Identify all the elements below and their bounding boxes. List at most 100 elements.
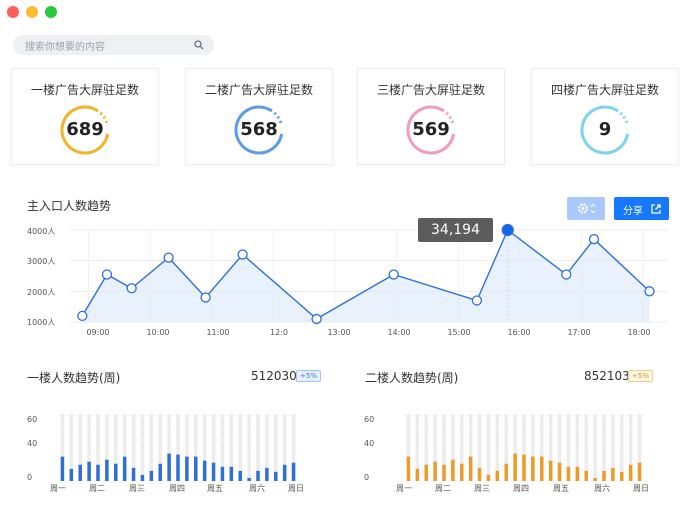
bar[interactable]: [122, 456, 127, 481]
bar-background: [194, 414, 198, 481]
stat-card-floor-4: 四楼广告大屏驻足数 9: [531, 68, 679, 165]
bar[interactable]: [185, 456, 189, 481]
bar[interactable]: [557, 462, 562, 481]
bar[interactable]: [566, 466, 571, 481]
bar[interactable]: [202, 460, 207, 481]
window-minimize-button[interactable]: [26, 6, 38, 18]
bar[interactable]: [504, 463, 508, 481]
bar[interactable]: [105, 459, 109, 481]
data-point[interactable]: [126, 283, 137, 294]
bar[interactable]: [96, 464, 100, 481]
bar[interactable]: [540, 456, 544, 481]
bar[interactable]: [87, 461, 91, 481]
gear-icon: [577, 203, 596, 214]
bar-background: [60, 414, 65, 481]
bar-background: [557, 414, 562, 481]
bar[interactable]: [265, 467, 269, 481]
data-point[interactable]: [311, 313, 322, 325]
y-tick-label: 3000人: [27, 257, 56, 266]
bar[interactable]: [247, 477, 251, 481]
bar[interactable]: [433, 461, 437, 481]
bar[interactable]: [548, 460, 553, 481]
y-tick-label: 60: [364, 415, 375, 424]
bar-background: [424, 414, 428, 481]
bar[interactable]: [513, 453, 517, 481]
bar[interactable]: [274, 471, 278, 481]
data-point[interactable]: [101, 269, 113, 280]
series-line: [81, 228, 650, 320]
data-point[interactable]: [501, 223, 514, 237]
bar[interactable]: [602, 470, 606, 481]
bar[interactable]: [620, 471, 624, 481]
bar-background: [540, 414, 544, 481]
bar-background: [69, 414, 74, 481]
bar[interactable]: [211, 462, 216, 481]
bar[interactable]: [167, 453, 171, 481]
bar-background: [628, 414, 633, 481]
bar[interactable]: [442, 464, 446, 481]
bar[interactable]: [256, 470, 260, 481]
data-point[interactable]: [644, 286, 655, 297]
search-icon[interactable]: [193, 39, 205, 51]
ring-arc: [60, 105, 110, 155]
bar[interactable]: [69, 468, 74, 481]
card-value: 569: [412, 119, 450, 140]
bar-background: [149, 414, 154, 481]
floor2-growth-badge: +5%: [628, 370, 653, 382]
bar[interactable]: [611, 467, 615, 481]
bar[interactable]: [140, 474, 145, 481]
bar[interactable]: [531, 456, 535, 481]
bar[interactable]: [575, 466, 580, 481]
bar[interactable]: [194, 456, 198, 481]
bar[interactable]: [220, 466, 225, 481]
bar[interactable]: [114, 463, 118, 481]
bar[interactable]: [486, 474, 491, 481]
bar[interactable]: [60, 456, 65, 481]
data-point[interactable]: [561, 269, 572, 280]
data-point[interactable]: [200, 292, 211, 303]
bar-background: [87, 414, 91, 481]
data-point[interactable]: [471, 295, 483, 306]
x-tick-label: 周五: [553, 484, 569, 493]
bar[interactable]: [282, 464, 287, 481]
data-point[interactable]: [388, 269, 399, 280]
bar[interactable]: [460, 463, 464, 481]
bar[interactable]: [238, 470, 242, 481]
window-maximize-button[interactable]: [45, 6, 57, 18]
bar[interactable]: [477, 467, 482, 481]
bar[interactable]: [424, 464, 428, 481]
x-tick-label: 10:00: [146, 328, 170, 337]
bar[interactable]: [158, 463, 162, 481]
bar[interactable]: [522, 454, 526, 481]
y-tick-label: 40: [27, 439, 38, 448]
bar[interactable]: [451, 459, 455, 481]
bar[interactable]: [593, 477, 597, 481]
bar[interactable]: [176, 454, 180, 481]
bar-background: [584, 414, 588, 481]
bar[interactable]: [229, 466, 234, 481]
share-button[interactable]: 分享: [614, 197, 669, 220]
y-tick-label: 4000人: [27, 227, 56, 236]
bar[interactable]: [637, 462, 642, 481]
stat-card-floor-2: 二楼广告大屏驻足数 568: [185, 68, 333, 165]
bar[interactable]: [131, 467, 136, 481]
bar-background: [229, 414, 234, 481]
bar[interactable]: [291, 462, 296, 481]
x-tick-label: 16:00: [507, 328, 531, 337]
search-input[interactable]: 搜索你想要的内容: [13, 35, 214, 55]
bar[interactable]: [495, 470, 500, 481]
bar-background: [238, 414, 242, 481]
data-point[interactable]: [77, 310, 88, 322]
bar[interactable]: [468, 456, 473, 481]
bar[interactable]: [406, 456, 411, 481]
bar[interactable]: [415, 468, 420, 481]
window-close-button[interactable]: [7, 6, 19, 18]
settings-button[interactable]: [567, 197, 605, 220]
data-point[interactable]: [237, 249, 248, 260]
data-point[interactable]: [588, 234, 600, 245]
bar[interactable]: [78, 464, 82, 481]
data-point[interactable]: [163, 252, 174, 263]
bar[interactable]: [628, 464, 633, 481]
bar[interactable]: [584, 470, 588, 481]
bar[interactable]: [149, 470, 154, 481]
